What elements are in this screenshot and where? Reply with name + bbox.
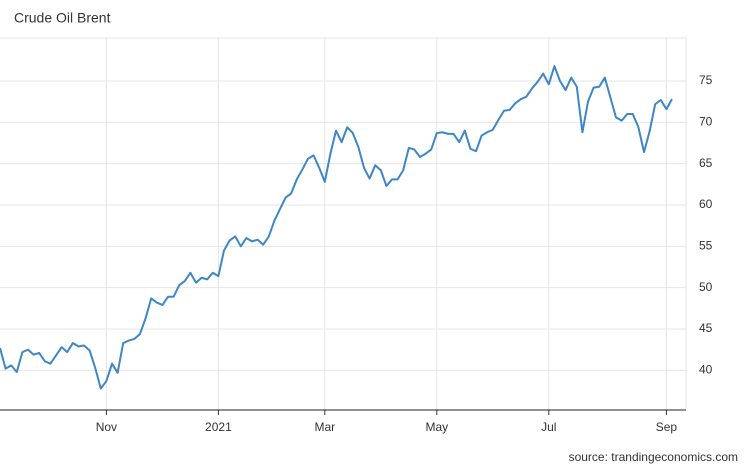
- y-tick-label: 60: [699, 197, 713, 211]
- y-tick-label: 55: [699, 238, 713, 252]
- y-tick-label: 70: [699, 114, 713, 128]
- y-tick-label: 40: [699, 362, 713, 376]
- x-tick-label: Mar: [314, 420, 335, 434]
- y-tick-label: 45: [699, 321, 713, 335]
- price-line: [0, 65, 673, 390]
- x-tick-label: Nov: [96, 420, 117, 434]
- x-tick-label: Jul: [541, 420, 556, 434]
- y-tick-label: 75: [699, 73, 713, 87]
- y-tick-label: 50: [699, 280, 713, 294]
- x-tick-label: 2021: [205, 420, 232, 434]
- y-tick-label: 65: [699, 156, 713, 170]
- chart-title: Crude Oil Brent: [14, 10, 111, 26]
- x-tick-label: Sep: [656, 420, 678, 434]
- source: source: trandingeconomics.com: [569, 450, 738, 464]
- x-tick-label: May: [425, 420, 448, 434]
